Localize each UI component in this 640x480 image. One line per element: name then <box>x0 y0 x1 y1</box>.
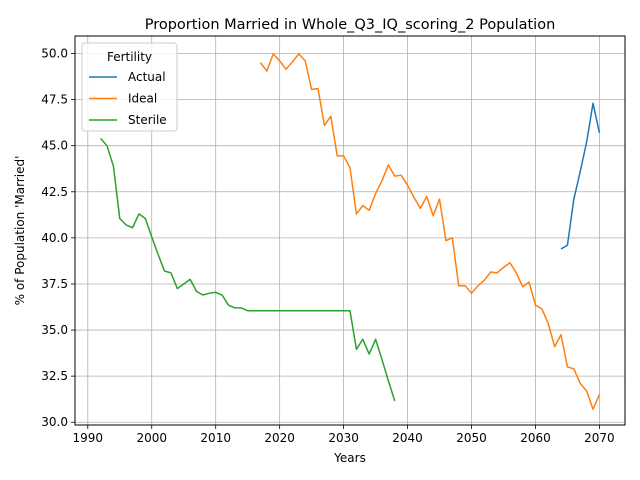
legend-title: Fertility <box>107 50 152 64</box>
y-tick-label: 37.5 <box>41 277 68 291</box>
y-axis-label: % of Population 'Married' <box>13 156 27 306</box>
legend-label-sterile: Sterile <box>128 113 167 127</box>
series-line-actual <box>560 102 601 250</box>
legend-label-ideal: Ideal <box>128 92 157 106</box>
y-tick-label: 45.0 <box>41 139 68 153</box>
y-tick-label: 32.5 <box>41 369 68 383</box>
x-tick-label: 1990 <box>73 431 104 445</box>
series-line-sterile <box>100 137 396 402</box>
x-axis-label: Years <box>333 451 366 465</box>
y-tick-label: 35.0 <box>41 323 68 337</box>
x-tick-label: 2010 <box>200 431 231 445</box>
x-tick-label: 2070 <box>584 431 615 445</box>
legend-box <box>81 42 178 132</box>
x-tick-label: 2030 <box>328 431 359 445</box>
x-tick-label: 2050 <box>456 431 487 445</box>
legend-label-actual: Actual <box>128 70 166 84</box>
grid <box>75 36 625 425</box>
x-tick-label: 2060 <box>520 431 551 445</box>
x-axis: 1990 2000 2010 2020 2030 2040 2050 2060 2070 <box>73 425 615 445</box>
legend: Fertility Actual Ideal Sterile <box>81 42 178 132</box>
plot-area-frame <box>74 35 626 426</box>
series-line-ideal <box>259 53 601 411</box>
plot-series <box>100 53 601 411</box>
x-tick-label: 2040 <box>392 431 423 445</box>
y-tick-label: 42.5 <box>41 185 68 199</box>
y-axis: 30.0 32.5 35.0 37.5 40.0 42.5 45.0 47.5 50.0 <box>41 47 75 429</box>
y-tick-label: 47.5 <box>41 93 68 107</box>
y-tick-label: 30.0 <box>41 415 68 429</box>
y-tick-label: 40.0 <box>41 231 68 245</box>
chart-title: Proportion Married in Whole_Q3_IQ_scorin… <box>145 17 556 33</box>
x-tick-label: 2020 <box>264 431 295 445</box>
y-tick-label: 50.0 <box>41 47 68 61</box>
x-tick-label: 2000 <box>136 431 167 445</box>
